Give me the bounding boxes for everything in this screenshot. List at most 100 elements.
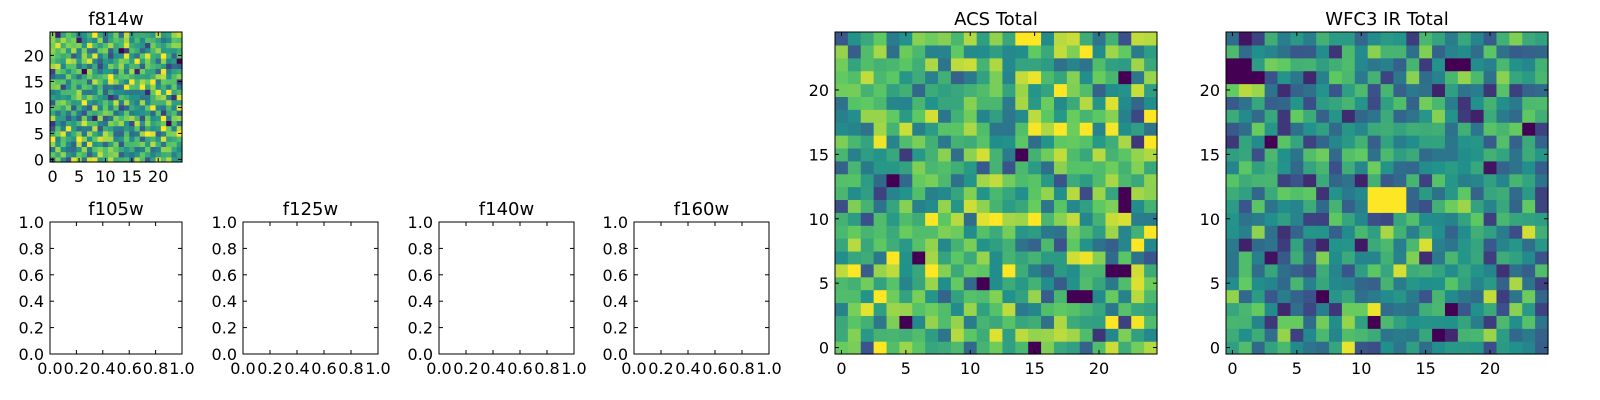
heatmap-cell [1144, 44, 1158, 59]
heatmap-cell [134, 68, 141, 75]
heatmap-cell [899, 186, 913, 201]
heatmap-cell [963, 328, 978, 342]
heatmap-cell [1354, 238, 1369, 252]
heatmap-cell [55, 146, 62, 153]
heatmap-cell [1483, 328, 1498, 342]
heatmap-cell [1303, 263, 1317, 278]
heatmap-cell [989, 147, 1004, 162]
heatmap-cell [1354, 147, 1369, 162]
heatmap-cell [1290, 276, 1304, 291]
heatmap-cell [989, 135, 1004, 149]
heatmap-cell [81, 37, 88, 43]
heatmap-cell [81, 58, 88, 64]
heatmap-cell [1444, 32, 1459, 46]
heatmap-cell [1341, 225, 1356, 239]
heatmap-cell [950, 135, 965, 149]
y-tick-label: 10 [1200, 210, 1220, 229]
x-tick-label: 0.8 [729, 359, 754, 378]
heatmap-cell [76, 146, 83, 153]
heatmap-cell [1419, 32, 1433, 46]
heatmap-cell [1092, 160, 1107, 175]
heatmap-cell [950, 199, 965, 213]
heatmap-cell [989, 238, 1004, 252]
heatmap-cell [71, 125, 77, 132]
heatmap-cell [1483, 289, 1498, 304]
heatmap-cell [873, 109, 888, 123]
heatmap-cell [1432, 44, 1446, 59]
heatmap-cell [1367, 341, 1382, 355]
heatmap-cell [912, 44, 926, 59]
heatmap-cell [171, 37, 178, 43]
heatmap-cell [1015, 135, 1029, 149]
heatmap-cell [1277, 263, 1291, 278]
heatmap-cell [102, 120, 109, 127]
heatmap-cell [166, 130, 173, 137]
heatmap-cell [976, 173, 991, 188]
heatmap-cell [1432, 135, 1446, 149]
heatmap-cell [1380, 199, 1395, 213]
heatmap-cell [899, 147, 913, 162]
heatmap-cell [1432, 199, 1446, 213]
heatmap-cell [1316, 199, 1330, 213]
heatmap-cell [108, 89, 114, 95]
heatmap-cell [71, 151, 77, 158]
heatmap-cell [1457, 302, 1472, 316]
heatmap-cell [139, 141, 146, 147]
heatmap-cell [150, 89, 157, 95]
heatmap-cell [912, 328, 926, 342]
heatmap-cell [113, 115, 120, 121]
heatmap-cell [1509, 302, 1523, 316]
heatmap-cell [145, 99, 151, 106]
heatmap-cell [1105, 225, 1119, 239]
heatmap-cell [912, 238, 926, 252]
heatmap-cell [1277, 328, 1291, 342]
heatmap-cell [886, 250, 900, 265]
heatmap-cell [1341, 44, 1356, 59]
heatmap-cell [1105, 199, 1119, 213]
heatmap-cell [1144, 57, 1158, 72]
heatmap-cell [1041, 289, 1055, 304]
heatmap-cell [1522, 32, 1536, 46]
heatmap-cell [1496, 263, 1510, 278]
heatmap-cell [1131, 250, 1145, 265]
heatmap-cell [1522, 199, 1536, 213]
axes-frame [49, 221, 183, 355]
heatmap-cell [1367, 238, 1382, 252]
heatmap-cell [1316, 263, 1330, 278]
heatmap-cell [1522, 225, 1536, 239]
heatmap-cell [1406, 199, 1420, 213]
heatmap-cell [1118, 57, 1132, 72]
heatmap-cell [847, 122, 862, 136]
heatmap-cell [950, 328, 965, 342]
heatmap-cell [1092, 276, 1107, 291]
heatmap-cell [1432, 238, 1446, 252]
heatmap-cell [171, 58, 178, 64]
heatmap-cell [835, 276, 849, 291]
heatmap-cell [1329, 289, 1343, 304]
heatmap-cell [912, 276, 926, 291]
heatmap-cell [899, 57, 913, 72]
heatmap-cell [1131, 225, 1145, 239]
heatmap-cell [86, 89, 93, 95]
heatmap-cell [1041, 135, 1055, 149]
heatmap-cell [899, 302, 913, 316]
heatmap-cell [171, 89, 178, 95]
heatmap-cell [1290, 147, 1304, 162]
heatmap-cell [1432, 160, 1446, 175]
heatmap-cell [976, 328, 991, 342]
x-tick-label: 0.2 [648, 359, 673, 378]
heatmap-cell [1144, 225, 1158, 239]
heatmap-cell [108, 42, 114, 49]
heatmap-cell [976, 57, 991, 72]
heatmap-cell [1509, 122, 1523, 136]
heatmap-cell [123, 52, 130, 59]
heatmap-cell [1238, 96, 1253, 110]
heatmap-cell [1066, 276, 1081, 291]
heatmap-cell [1432, 83, 1446, 97]
heatmap-cell [1470, 341, 1485, 355]
heatmap-cell [150, 146, 157, 153]
heatmap-cell [1264, 70, 1279, 85]
heatmap-cell [176, 146, 183, 153]
y-tick-label: 0 [34, 150, 44, 169]
heatmap-cell [60, 141, 67, 147]
